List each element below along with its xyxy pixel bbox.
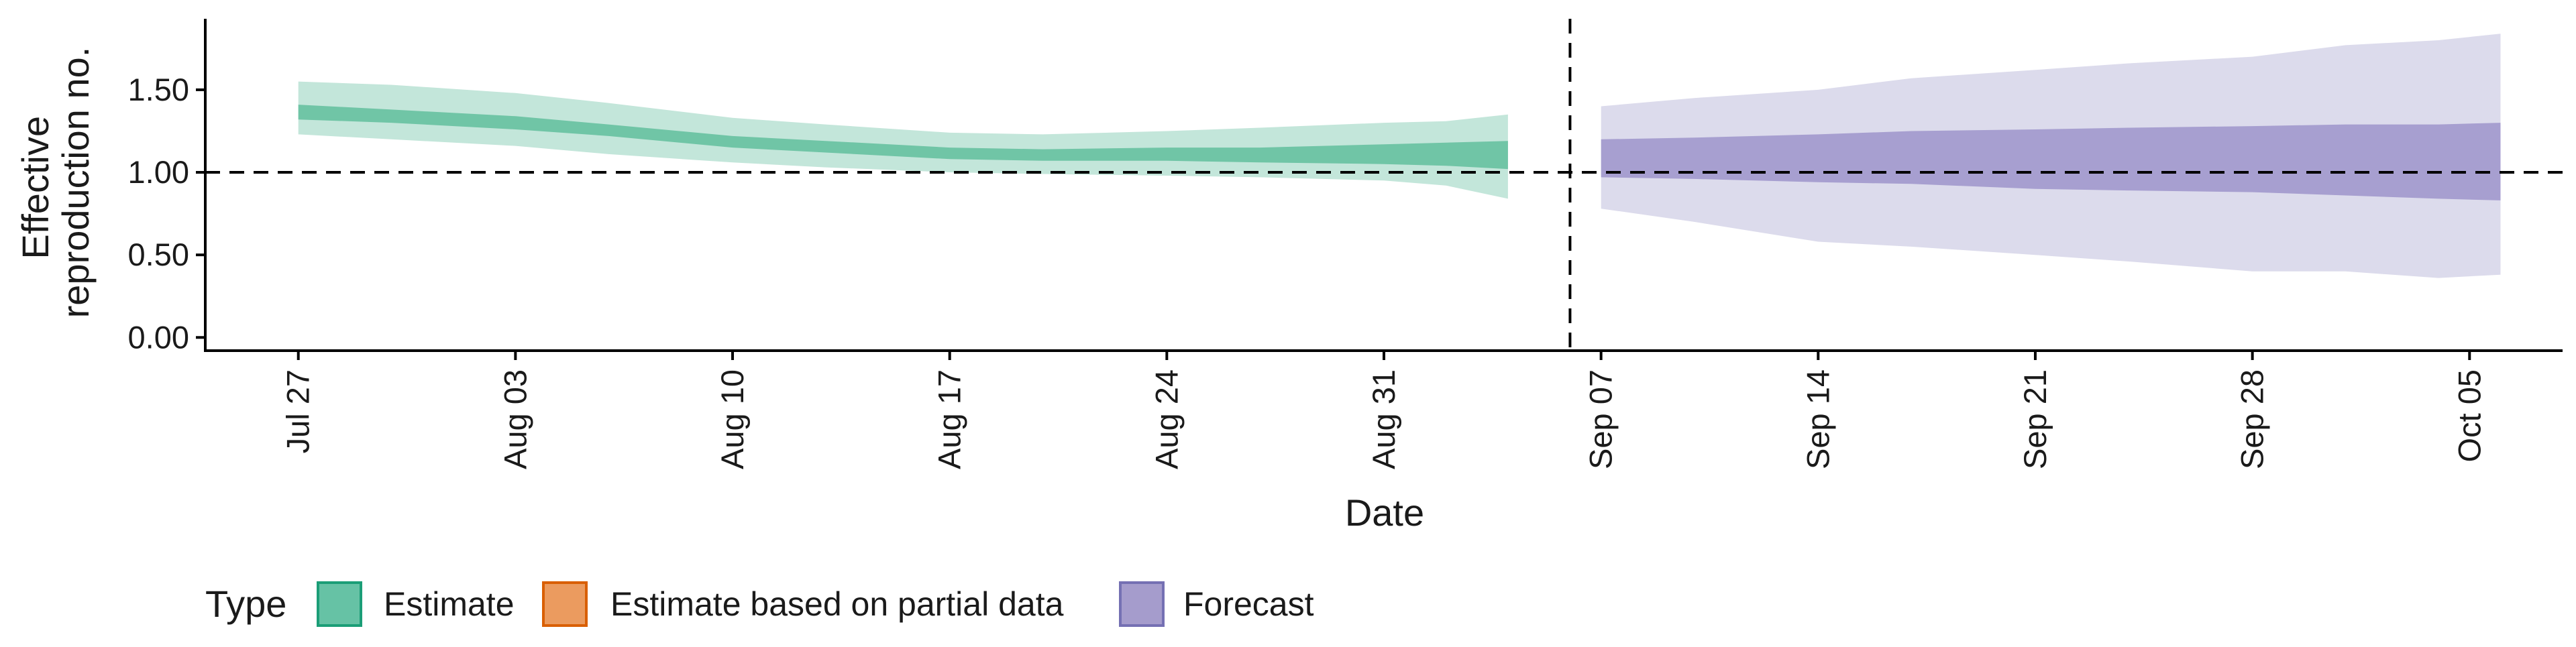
legend-item-forecast: Forecast: [1119, 581, 1314, 627]
estimate-outer-interval: [298, 81, 1508, 199]
reference-lines: [205, 19, 2563, 351]
y-tick-label: 0.00: [128, 319, 189, 355]
y-axis-title: Effective reproduction no.: [14, 47, 97, 318]
legend-label-estimate: Estimate: [384, 585, 515, 623]
y-tick-label: 1.00: [128, 154, 189, 190]
x-tick-label: Sep 21: [2017, 369, 2053, 469]
legend: Type Estimate Estimate based on partial …: [205, 581, 1314, 627]
x-tick-label: Aug 31: [1366, 369, 1401, 469]
legend-item-partial-data: Estimate based on partial data: [542, 581, 1064, 627]
legend-label-forecast: Forecast: [1183, 585, 1314, 623]
ribbon-layer: [298, 34, 2501, 278]
x-tick-label: Sep 14: [1800, 369, 1835, 469]
x-tick-label: Jul 27: [280, 369, 316, 453]
x-tick-label: Aug 24: [1148, 369, 1184, 469]
x-tick-label: Sep 28: [2235, 369, 2270, 469]
y-tick-label: 1.50: [128, 72, 189, 107]
estimate-inner-interval: [298, 105, 1508, 170]
legend-title: Type: [205, 583, 286, 625]
y-axis-title-line-2: reproduction no.: [54, 47, 97, 318]
x-axis-title: Date: [1345, 491, 1424, 534]
legend-swatch-partial-data: [542, 581, 588, 627]
x-tick-label: Aug 03: [497, 369, 533, 469]
y-axis-ticks: 0.00 0.50 1.00 1.50: [128, 72, 205, 355]
x-axis-ticks: Jul 27 Aug 03 Aug 10 Aug 17 Aug 24 Aug 31 Sep …: [280, 351, 2487, 469]
x-tick-label: Oct 05: [2451, 369, 2487, 462]
x-tick-label: Aug 10: [714, 369, 750, 469]
y-tick-label: 0.50: [128, 237, 189, 272]
x-tick-label: Sep 07: [1583, 369, 1619, 469]
x-tick-label: Aug 17: [932, 369, 967, 469]
legend-label-partial-data: Estimate based on partial data: [610, 585, 1064, 623]
legend-swatch-estimate: [317, 581, 362, 627]
legend-swatch-forecast: [1119, 581, 1165, 627]
legend-item-estimate: Estimate: [317, 581, 515, 627]
forecast-inner-interval: [1601, 123, 2501, 200]
y-axis-title-line-1: Effective: [14, 116, 56, 259]
